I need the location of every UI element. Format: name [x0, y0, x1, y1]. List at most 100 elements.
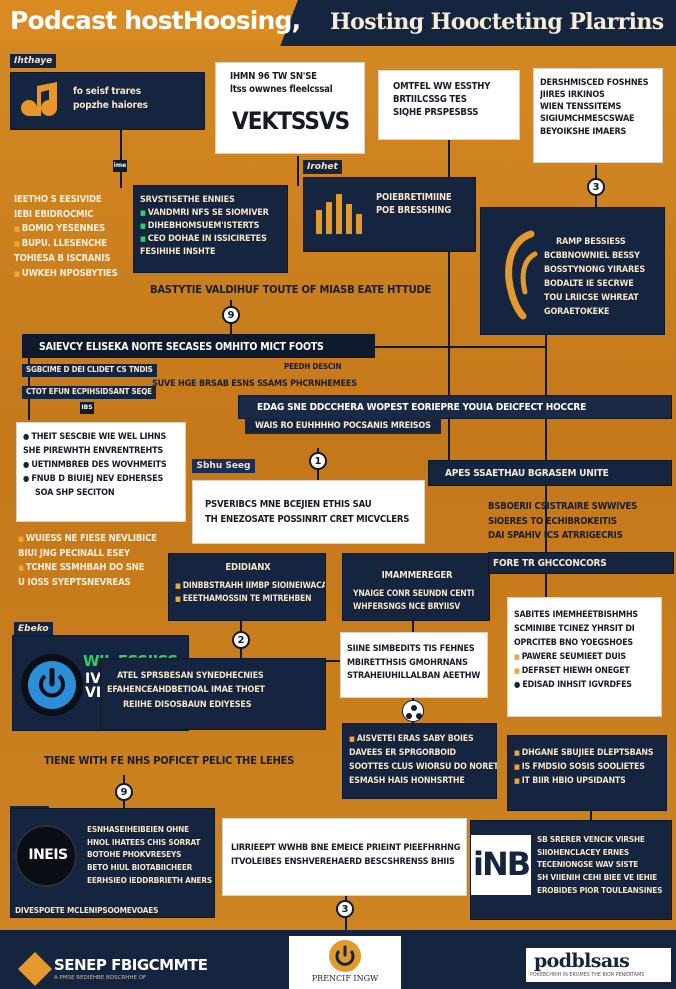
card-line: SIQHE PRSPESBSS [393, 106, 479, 118]
list-item: SCMINIBE TCINEZ YHRSIT DI [514, 624, 635, 635]
white-list-card: THEIT SESCBIE WIE WEL LIHNS SHE PIREWHTH… [16, 422, 186, 522]
banner-text: SAIEVCY ELISEKA NOITE SECASES OMHITO MIC… [39, 341, 324, 353]
card-line: SB SRERER VENCIK VIRSHE [537, 834, 645, 844]
card-line: POE BRESSHING [376, 204, 452, 216]
card-big-text: VEKTSSVS [232, 107, 350, 135]
banner-sub-right: PEEDH DESCIN [284, 362, 342, 371]
banner-text: FORE TR GHCCONCORS [493, 558, 607, 569]
right-banner-3: FORE TR GHCCONCORS [488, 552, 674, 574]
navy-list-mid-card: AISVETEI ERAS SABY BOIES DAVEES ER SPRGO… [342, 723, 497, 799]
card-line: TOU LRIICSE WHREAT [544, 292, 639, 303]
card-line: ITVOLEIBES ENSHVEREHAERD BESCSHRENSS BHI… [231, 857, 455, 868]
footer-center-logo: PRENCIF INGW [289, 936, 401, 989]
right-banner: EDAG SNE DDCCHERA WOPEST EORIEPRE YOUIA … [238, 395, 672, 419]
list-item: EDISAD INHSIT IGVRDFES [514, 678, 662, 692]
list-item: AISVETEI ERAS SABY BOIES [349, 732, 497, 746]
orange-list-left-2: WUIESS NE FIESE NEVLIBICE BIUI JNG PECIN… [18, 532, 168, 591]
list-item: THEIT SESCBIE WIE WEL LIHNS [23, 431, 185, 445]
white-bottom-card: LIRRIEEPT WWHB BNE EMEICE PRIEINT PIEEFH… [222, 818, 467, 896]
card-line: YNAIGE CONR SEUNDN CENTI [353, 589, 475, 599]
logo-text-line: popzhe haiores [73, 99, 148, 111]
card-line: SIGIUMCHMESCSWAE [540, 114, 635, 125]
footer-right-logo: podblsaıs POKEBCHRIH IN EROMES THE BIOR … [526, 948, 671, 982]
list-item: TOHIESA B ISCRANIS [14, 252, 111, 264]
microphone-icon [505, 230, 538, 320]
card-line: SIIOHENCLACEY ERNES [537, 846, 629, 857]
step-marker: 9 [222, 306, 240, 324]
share-node-icon [402, 700, 424, 722]
card-title: IMAMMEREGER [381, 570, 453, 581]
connector [448, 140, 450, 480]
far-right-top-card: DERSHMISCED FOSHNES JIIRES IRKINOS WIEN … [533, 68, 663, 163]
list-item: DEFRSET HIEWH ONEGET [514, 664, 662, 678]
book-cover-title: INEIS [28, 847, 68, 863]
card-line: RAMP BESSIESS [556, 237, 626, 247]
footer-left-sub: A PMSE REDIEHBE BDSCRHHE OF [54, 975, 147, 981]
logo-card: fo seisf trares popzhe haiores [10, 72, 205, 130]
footer-left-brand: SENEP FBIGCMMTE [54, 956, 208, 974]
white-mid-right-card: SIINE SIMBEDITS TIS FEHNES MBIRETTHSIS G… [340, 632, 488, 698]
inb-logo-box: iNB [471, 835, 531, 895]
navy-mid-card: IMAMMEREGER YNAIGE CONR SEUNDN CENTI WHF… [342, 553, 490, 621]
orange-list-right: BSBOERII CSISTRAIRE SWWIVES SIOERES TO E… [488, 500, 668, 544]
card-line: REIIHE DISOSBAUN EDIYESES [123, 699, 252, 710]
list-item: IEETHO S EESIVIDE [14, 194, 102, 205]
logo-text-line: fo seisf trares [73, 86, 141, 97]
card-line: JIIRES IRKINOS [540, 90, 605, 101]
list-item: DAVEES ER SPRGORBOID [349, 748, 456, 759]
card-line: LIRRIEEPT WWHB BNE EMEICE PRIEINT PIEEFH… [231, 843, 461, 853]
card-line: EERHSIEO IEDDRBRIETH ANERS [87, 874, 212, 885]
banner-sub: WAIS RO EUHHHHO POCSANIS MREISOS [245, 418, 441, 435]
card-line: EFAHENCEAHDBETIOAL IMAE THOET [107, 685, 265, 696]
card-line: ltss owwnes fleelcssal [230, 83, 333, 95]
list-item: SOOTTES CLUS WIORSU DO NORET [349, 762, 497, 773]
section-heading: TIENE WITH FE NHS POFICET PELIC THE LEHE… [44, 754, 295, 767]
list-item: DAI SPAHIV ICS ATRRIGECRIS [488, 530, 623, 542]
card-line: GORAETOKEKE [544, 306, 610, 317]
list-item: BOMIO YESENNES [14, 222, 134, 237]
right-banner-2: APES SSAETHAU BGRASEM UNITE [428, 460, 672, 486]
banner-text: APES SSAETHAU BGRASEM UNITE [445, 468, 609, 479]
player-card: POIEBRETIMIINE POE BRESSHING [303, 177, 476, 252]
card-line: WHFERSNGS NCE BRYIISV [353, 601, 461, 612]
list-item: SRVSTISETHE ENNIES [140, 195, 235, 205]
list-item: SIOERES TO ECHIBROKEITIS [488, 515, 617, 527]
section-heading: BASTYTIE VALDIHUF TOUTE OF MIASB EATE HT… [150, 283, 432, 296]
step-marker: 1 [309, 452, 327, 470]
banner-sub-left: SGBCIME D DEI CLIDET CS TNDIS [22, 364, 157, 377]
card-line: STRAHEIUHILLALBAN AEETHW [347, 671, 481, 681]
list-item: IS FMDSIO SOSIS SOOLIETES [514, 760, 666, 774]
list-item: DHGANE SBUJIEE DLEPTSBANS [514, 746, 666, 760]
book-card: INEIS ESNHASEIHEIBEIEN OHNE HNOL IHATEES… [10, 808, 215, 918]
card-line: POIEBRETIMIINE [376, 192, 452, 203]
inb-card: iNB SB SRERER VENCIK VIRSHE SIIOHENCLACE… [470, 820, 672, 920]
features-card: SRVSTISETHE ENNIES VANDMRI NFS SE SIOMIV… [133, 185, 288, 273]
list-item: SABITES IMEMHEETBISHMHS [514, 610, 638, 620]
list-item: WUIESS NE FIESE NEVLIBICE [18, 532, 168, 547]
list-item: IEBI EBIDROCMIC [14, 208, 94, 220]
list-item: TCHNE SSMHBAH DO SNE [18, 561, 168, 576]
footer-right-sub: POKEBCHRIH IN EROMES THE BIOR PENERTAMS [530, 973, 645, 978]
step-marker: 2 [232, 631, 250, 649]
card-line: TH ENEZOSATE POSSINRIT CRET MICVCLERS [205, 514, 410, 526]
list-item: BIUI JNG PECINALL ESEY [18, 547, 130, 559]
card-line: ATEL SPRSBESAN SYNEDHECNIES [117, 671, 264, 681]
connector [375, 346, 545, 348]
card-line: BRTIILCSSG TES [393, 93, 467, 105]
book-cover: INEIS [15, 825, 77, 887]
header-left-title: Podcast hostHoosing, [10, 6, 301, 35]
list-item: CEO DOHAE IN ISSICIRETES [140, 233, 288, 246]
inb-logo-text: iNB [473, 845, 531, 883]
white-list-right: SABITES IMEMHEETBISHMHS SCMINIBE TCINEZ … [507, 597, 662, 717]
card-line: SIINE SIMBEDITS TIS FEHNES [347, 644, 475, 654]
list-item: U IOSS SYEPTSNEVREAS [18, 577, 131, 589]
header-left-panel [0, 0, 298, 46]
main-banner: SAIEVCY ELISEKA NOITE SECASES OMHITO MIC… [22, 334, 375, 358]
list-item: OPRCITEB BNO YOEGSHOES [514, 638, 633, 649]
connector [120, 128, 122, 188]
card-line: BOTOHE PHOKVRESEYS [87, 849, 182, 860]
list-item: IT BIIR HBIO UPSIDANTS [514, 774, 666, 788]
card-line: EEETHAMOSSIN TE MITREHBEN [175, 593, 325, 606]
audio-waveform-icon [316, 194, 362, 234]
